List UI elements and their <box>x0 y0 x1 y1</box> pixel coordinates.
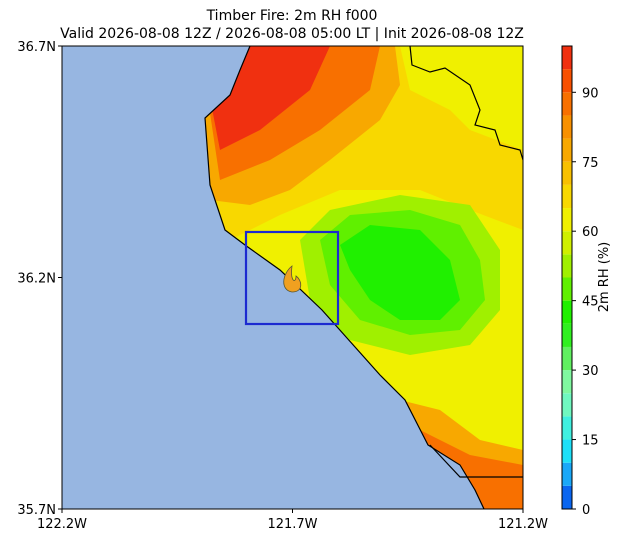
colorbar-segment <box>562 370 572 394</box>
colorbar-segment <box>562 485 572 509</box>
colorbar-segment <box>562 346 572 371</box>
fire-perimeter-box <box>244 230 340 326</box>
colorbar-tick-label: 75 <box>582 156 599 171</box>
y-tick-label: 36.2N <box>17 272 56 287</box>
county-line <box>409 45 524 161</box>
coastline <box>204 45 485 510</box>
title: Timber Fire: 2m RH f000 <box>206 8 378 24</box>
colorbar-segment <box>562 277 572 301</box>
fire-icon <box>283 265 302 293</box>
colorbar-segment <box>562 115 572 139</box>
colorbar-tick-label: 45 <box>582 295 599 310</box>
colorbar-segment <box>562 439 572 463</box>
colorbar-segment <box>562 462 572 486</box>
colorbar-segment <box>562 416 572 440</box>
colorbar-tick-label: 90 <box>582 86 599 101</box>
colorbar-tick-label: 60 <box>582 225 599 240</box>
colorbar-segment <box>562 69 572 93</box>
colorbar-segment <box>562 92 572 116</box>
colorbar-segment <box>562 323 572 347</box>
county-line <box>429 444 523 478</box>
colorbar-segment <box>562 393 572 417</box>
colorbar-label: 2m RH (%) <box>597 242 612 313</box>
y-tick-label: 35.7N <box>17 503 56 518</box>
colorbar-tick-label: 30 <box>582 364 599 379</box>
colorbar-segment <box>562 184 572 209</box>
x-tick-label: 121.7W <box>267 517 317 532</box>
colorbar-frame <box>561 45 573 510</box>
colorbar-segment <box>562 138 572 162</box>
colorbar-tick-label: 0 <box>582 503 590 518</box>
map <box>61 45 524 510</box>
x-tick-label: 121.2W <box>498 517 548 532</box>
colorbar-segment <box>562 231 572 255</box>
y-tick-label: 36.7N <box>17 40 56 55</box>
x-tick-label: 122.2W <box>37 517 87 532</box>
colorbar-tick-label: 15 <box>582 434 599 449</box>
colorbar-segment <box>562 161 572 185</box>
subtitle: Valid 2026-08-08 12Z / 2026-08-08 05:00 … <box>60 26 524 42</box>
colorbar-segment <box>562 254 572 278</box>
colorbar-segment <box>562 300 572 324</box>
colorbar-segment <box>562 208 572 232</box>
colorbar-segment <box>562 46 572 70</box>
